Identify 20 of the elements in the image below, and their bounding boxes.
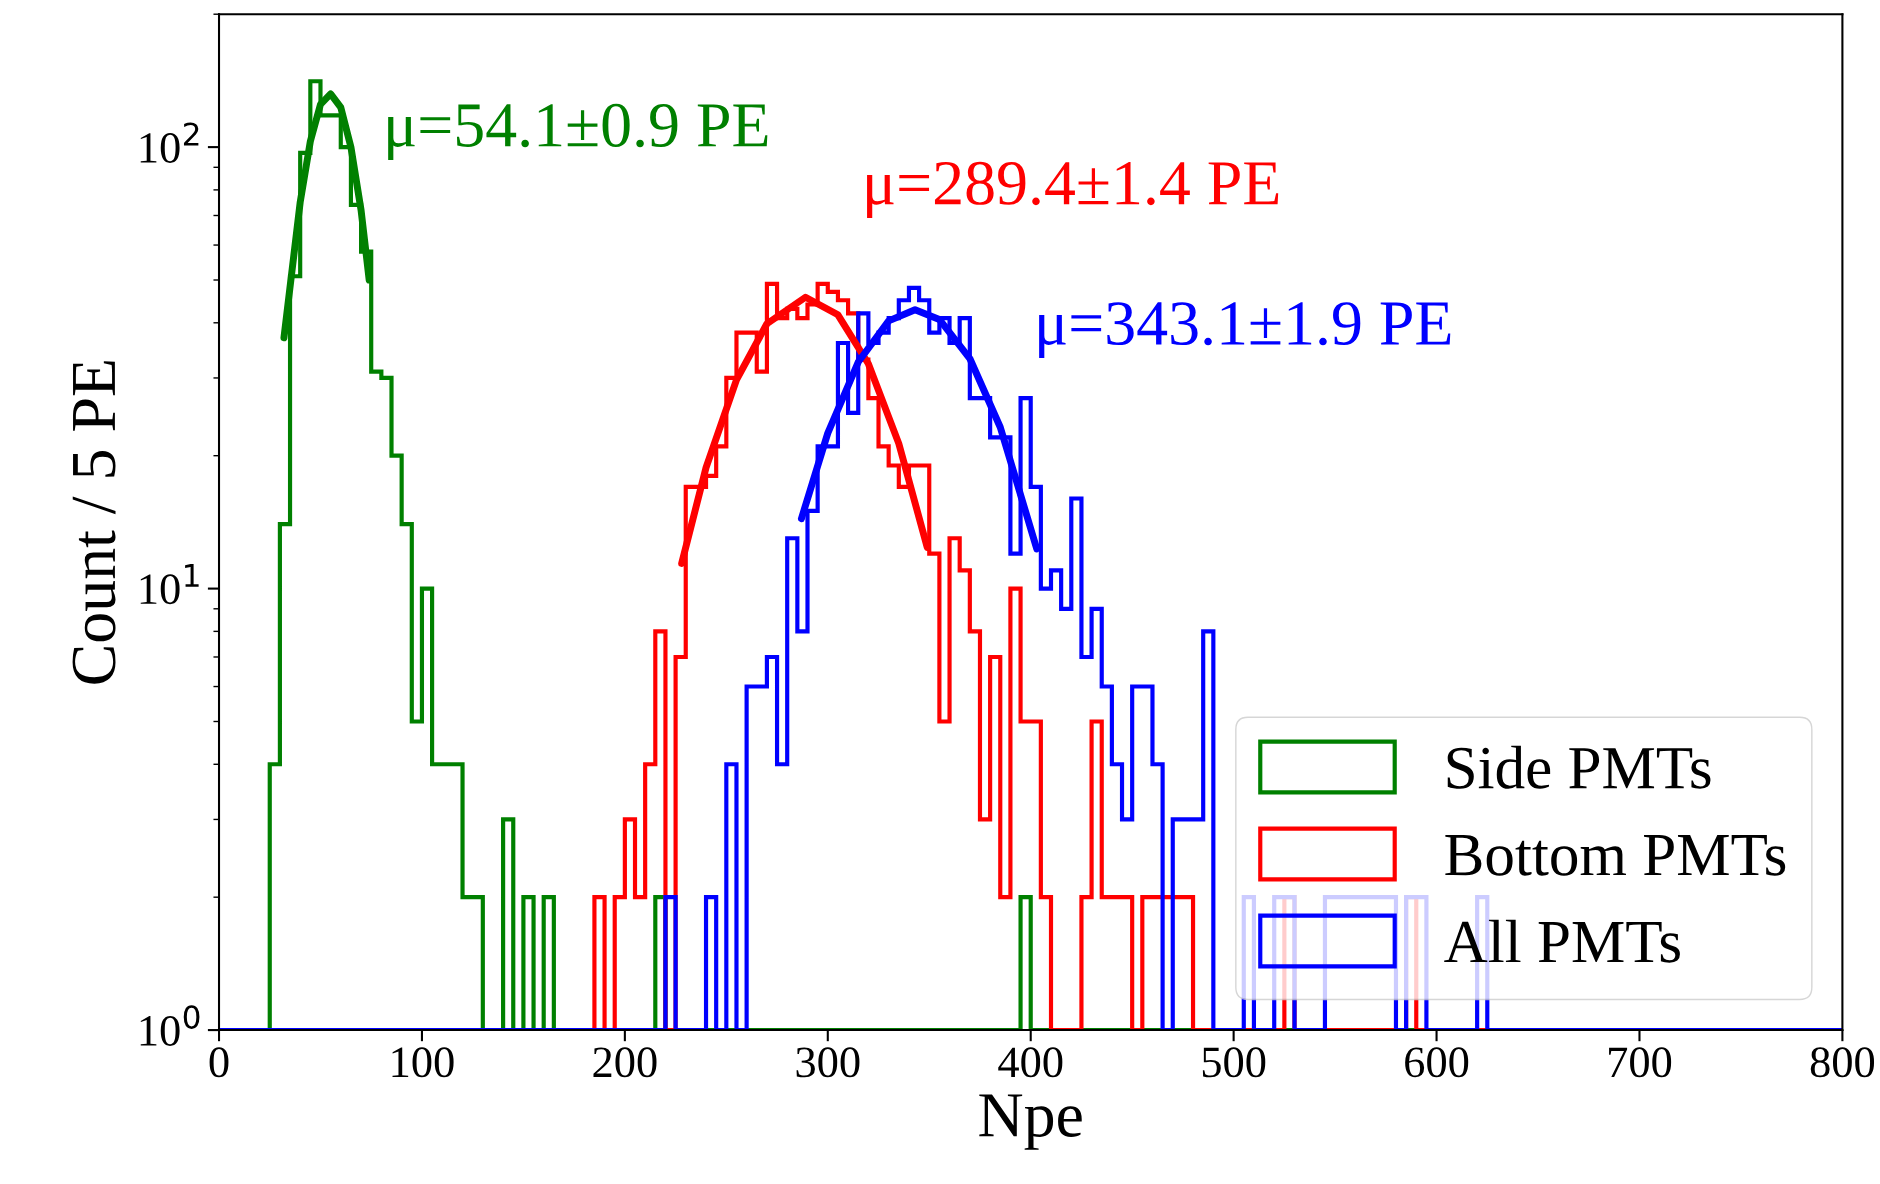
annotation: μ=343.1±1.9 PE — [1039, 302, 1451, 359]
legend-label: Bottom PMTs — [1445, 835, 1786, 876]
y-tick-label: 10$^{2}$ — [140, 122, 199, 163]
series-label: All PMTs — [1444, 919, 1680, 963]
x-axis-title: Npe — [979, 1094, 1082, 1150]
x-tick-label: 300 — [796, 1047, 860, 1078]
legend-label: Side PMTs — [1447, 745, 1711, 789]
annotation: μ=54.1±0.9 PE — [388, 103, 768, 160]
x-tick-label: 600 — [1405, 1047, 1469, 1078]
y-tick-label: 10$^{0}$ — [140, 1005, 200, 1046]
y-tick-label: 10$^{1}$ — [140, 564, 199, 605]
y-axis-title: Count / 5 PE — [72, 361, 116, 684]
x-tick-label: 700 — [1609, 1047, 1672, 1078]
x-tick-label: 800 — [1810, 1047, 1875, 1078]
x-tick-label: 400 — [998, 1047, 1063, 1078]
x-tick-label: 200 — [593, 1047, 657, 1078]
annotation: μ=289.4±1.4 PE — [867, 161, 1279, 218]
x-tick-label: 0 — [209, 1047, 229, 1078]
x-tick-label: 100 — [392, 1047, 454, 1078]
x-tick-label: 500 — [1202, 1047, 1266, 1078]
